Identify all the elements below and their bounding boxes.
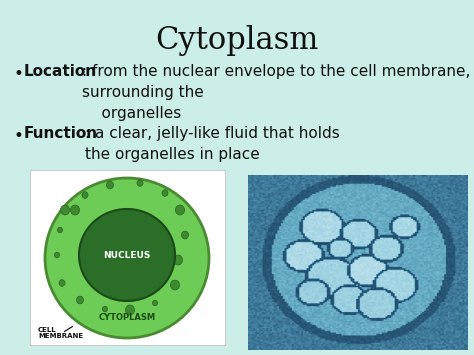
Text: •: •: [14, 65, 24, 83]
Ellipse shape: [152, 299, 158, 307]
Ellipse shape: [78, 297, 82, 303]
Text: Function: Function: [24, 126, 98, 141]
Text: •: •: [14, 127, 24, 145]
Ellipse shape: [174, 256, 182, 264]
Ellipse shape: [62, 207, 68, 213]
Ellipse shape: [161, 188, 170, 198]
Ellipse shape: [137, 180, 143, 186]
Bar: [30, 170, 225, 345]
Ellipse shape: [175, 205, 184, 215]
Ellipse shape: [56, 226, 64, 234]
Text: CYTOPLASM: CYTOPLASM: [99, 312, 155, 322]
Ellipse shape: [127, 307, 133, 313]
Ellipse shape: [101, 305, 109, 313]
Ellipse shape: [182, 232, 188, 238]
Ellipse shape: [58, 279, 65, 287]
Ellipse shape: [71, 205, 80, 215]
Text: CELL
MEMBRANE: CELL MEMBRANE: [38, 327, 83, 339]
Text: Location: Location: [24, 64, 97, 79]
Ellipse shape: [172, 282, 178, 288]
Ellipse shape: [45, 178, 209, 338]
Ellipse shape: [107, 182, 113, 188]
Ellipse shape: [55, 252, 60, 258]
Text: Cytoplasm: Cytoplasm: [155, 25, 319, 56]
Ellipse shape: [82, 191, 89, 199]
Text: : from the nuclear envelope to the cell membrane, surrounding the
    organelles: : from the nuclear envelope to the cell …: [82, 64, 470, 121]
Ellipse shape: [79, 209, 175, 301]
Text: NUCLEUS: NUCLEUS: [103, 251, 151, 260]
Text: : a clear, jelly-like fluid that holds
the organelles in place: : a clear, jelly-like fluid that holds t…: [85, 126, 340, 162]
